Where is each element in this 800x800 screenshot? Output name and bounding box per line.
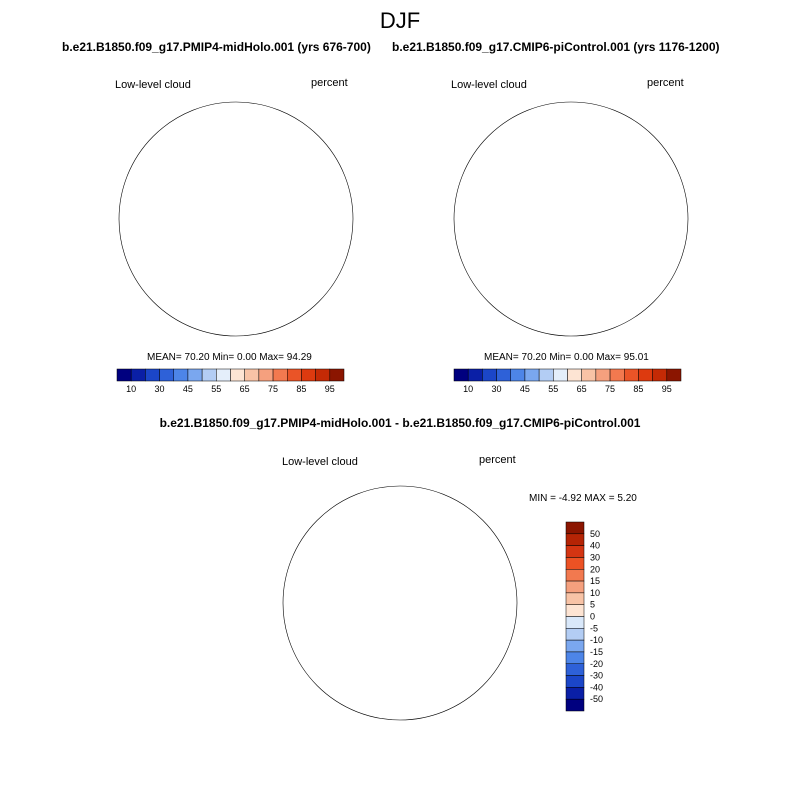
colorbar-swatch — [272, 368, 288, 382]
colorbar-tick-label: 65 — [240, 384, 250, 394]
diff-stats: MIN = -4.92 MAX = 5.20 — [529, 493, 637, 504]
colorbar-tick-label: 65 — [577, 384, 587, 394]
colorbar-tick-label: 50 — [590, 529, 600, 539]
colorbar-swatch — [624, 368, 639, 382]
diff-map — [282, 485, 518, 721]
colorbar-swatch — [244, 368, 260, 382]
colorbar-swatch — [329, 368, 345, 382]
colorbar-swatch — [538, 368, 554, 382]
diff-units-label: percent — [479, 454, 516, 466]
colorbar-swatch — [652, 368, 668, 382]
colorbar-tick-label: -10 — [590, 635, 603, 645]
colorbar-swatch — [159, 368, 174, 382]
colorbar-swatch — [565, 698, 585, 712]
colorbar-swatch — [565, 639, 585, 653]
colorbar-swatch — [130, 368, 146, 382]
colorbar-swatch — [565, 580, 585, 594]
colorbar-tick-label: -15 — [590, 647, 603, 657]
diff-variable-label: Low-level cloud — [282, 456, 358, 468]
colorbar-tick-label: -30 — [590, 671, 603, 681]
colorbar-swatch — [565, 687, 585, 700]
colorbar-swatch — [565, 616, 585, 629]
colorbar-swatch — [453, 368, 469, 382]
left-units-label: percent — [311, 77, 348, 89]
colorbar-swatch — [567, 368, 582, 382]
colorbar-tick-label: 95 — [325, 384, 335, 394]
colorbar-tick-label: 5 — [590, 600, 595, 610]
colorbar-tick-label: 10 — [126, 384, 136, 394]
colorbar-tick-label: -50 — [590, 694, 603, 704]
colorbar-swatch — [467, 368, 483, 382]
colorbar-swatch — [565, 569, 585, 582]
left-panel-title: b.e21.B1850.f09_g17.PMIP4-midHolo.001 (y… — [62, 40, 371, 54]
colorbar-tick-label: 30 — [492, 384, 502, 394]
left-variable-label: Low-level cloud — [115, 79, 191, 91]
colorbar-tick-label: 15 — [590, 576, 600, 586]
colorbar-swatch — [301, 368, 316, 382]
colorbar-tick-label: 45 — [183, 384, 193, 394]
colorbar-tick-label: 30 — [155, 384, 165, 394]
colorbar-swatch — [565, 521, 585, 535]
right-colorbar: 10 30 45 55 65 75 85 95 — [453, 368, 682, 394]
colorbar-swatch — [565, 628, 585, 641]
colorbar-swatch — [116, 368, 132, 382]
right-map — [453, 101, 689, 337]
colorbar-tick-label: 85 — [633, 384, 643, 394]
colorbar-tick-label: 20 — [590, 564, 600, 574]
colorbar-tick-label: 45 — [520, 384, 530, 394]
colorbar-swatch — [581, 368, 597, 382]
colorbar-tick-label: -5 — [590, 623, 598, 633]
colorbar-swatch — [666, 368, 682, 382]
colorbar-swatch — [258, 368, 274, 382]
colorbar-tick-label: 40 — [590, 541, 600, 551]
colorbar-swatch — [230, 368, 245, 382]
right-units-label: percent — [647, 77, 684, 89]
colorbar-tick-label: 75 — [268, 384, 278, 394]
colorbar-swatch — [565, 533, 585, 546]
colorbar-tick-label: 85 — [296, 384, 306, 394]
colorbar-swatch — [565, 545, 585, 558]
colorbar-swatch — [315, 368, 331, 382]
colorbar-swatch — [565, 592, 585, 605]
colorbar-swatch — [565, 651, 585, 664]
left-map — [118, 101, 376, 359]
colorbar-swatch — [482, 368, 497, 382]
colorbar-swatch — [609, 368, 625, 382]
colorbar-swatch — [565, 675, 585, 688]
colorbar-swatch — [638, 368, 653, 382]
colorbar-swatch — [595, 368, 611, 382]
colorbar-tick-label: 75 — [605, 384, 615, 394]
colorbar-swatch — [565, 604, 585, 617]
colorbar-swatch — [553, 368, 568, 382]
left-colorbar: 10 30 45 55 65 75 85 95 — [116, 368, 345, 394]
colorbar-swatch — [524, 368, 540, 382]
colorbar-tick-label: 30 — [590, 552, 600, 562]
right-panel-title: b.e21.B1850.f09_g17.CMIP6-piControl.001 … — [392, 40, 720, 54]
colorbar-swatch — [565, 557, 585, 570]
colorbar-tick-label: 55 — [211, 384, 221, 394]
colorbar-tick-label: 10 — [590, 588, 600, 598]
colorbar-swatch — [510, 368, 526, 382]
colorbar-swatch — [496, 368, 511, 382]
colorbar-swatch — [216, 368, 231, 382]
right-stats: MEAN= 70.20 Min= 0.00 Max= 95.01 — [484, 352, 649, 363]
colorbar-swatch — [565, 663, 585, 676]
colorbar-swatch — [201, 368, 217, 382]
left-stats: MEAN= 70.20 Min= 0.00 Max= 94.29 — [147, 352, 312, 363]
figure-title: DJF — [379, 8, 421, 33]
colorbar-tick-label: 10 — [463, 384, 473, 394]
colorbar-swatch — [173, 368, 189, 382]
colorbar-tick-label: 55 — [548, 384, 558, 394]
right-variable-label: Low-level cloud — [451, 79, 527, 91]
colorbar-tick-label: 0 — [590, 612, 595, 622]
colorbar-swatch — [145, 368, 160, 382]
colorbar-tick-label: -20 — [590, 659, 603, 669]
colorbar-tick-label: -40 — [590, 682, 603, 692]
colorbar-swatch — [187, 368, 203, 382]
colorbar-tick-label: 95 — [662, 384, 672, 394]
diff-panel-title: b.e21.B1850.f09_g17.PMIP4-midHolo.001 - … — [159, 416, 641, 430]
colorbar-swatch — [287, 368, 302, 382]
